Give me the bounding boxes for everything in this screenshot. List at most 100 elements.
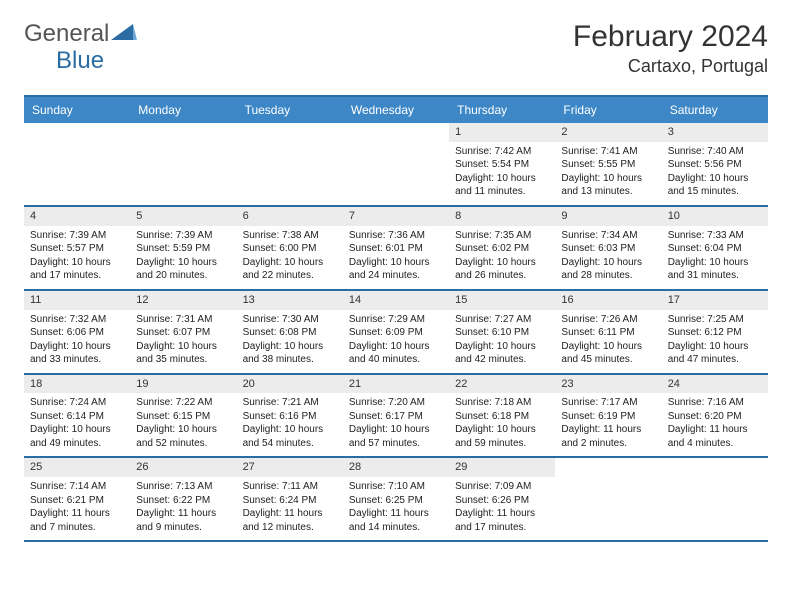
day-body: Sunrise: 7:35 AMSunset: 6:02 PMDaylight:… — [449, 226, 555, 289]
sunset-text: Sunset: 6:04 PM — [668, 242, 762, 256]
sunset-text: Sunset: 6:10 PM — [455, 326, 549, 340]
day-cell: 7Sunrise: 7:36 AMSunset: 6:01 PMDaylight… — [343, 206, 449, 290]
day-number: 7 — [343, 207, 449, 226]
daylight-text: Daylight: 10 hours and 54 minutes. — [243, 423, 337, 450]
sunrise-text: Sunrise: 7:13 AM — [136, 480, 230, 494]
day-cell: 24Sunrise: 7:16 AMSunset: 6:20 PMDayligh… — [662, 374, 768, 458]
sunset-text: Sunset: 5:54 PM — [455, 158, 549, 172]
day-number: 12 — [130, 291, 236, 310]
day-body: Sunrise: 7:18 AMSunset: 6:18 PMDaylight:… — [449, 393, 555, 456]
weekday-friday: Friday — [555, 96, 661, 123]
sunrise-text: Sunrise: 7:11 AM — [243, 480, 337, 494]
sunset-text: Sunset: 6:00 PM — [243, 242, 337, 256]
day-cell — [343, 123, 449, 206]
logo-triangle-icon — [111, 22, 137, 47]
sunset-text: Sunset: 6:14 PM — [30, 410, 124, 424]
daylight-text: Daylight: 10 hours and 20 minutes. — [136, 256, 230, 283]
week-row: 11Sunrise: 7:32 AMSunset: 6:06 PMDayligh… — [24, 290, 768, 374]
empty-day-number — [343, 123, 449, 139]
day-number: 16 — [555, 291, 661, 310]
sunset-text: Sunset: 6:19 PM — [561, 410, 655, 424]
sunrise-text: Sunrise: 7:32 AM — [30, 313, 124, 327]
week-row: 1Sunrise: 7:42 AMSunset: 5:54 PMDaylight… — [24, 123, 768, 206]
day-cell: 11Sunrise: 7:32 AMSunset: 6:06 PMDayligh… — [24, 290, 130, 374]
day-number: 5 — [130, 207, 236, 226]
week-row: 4Sunrise: 7:39 AMSunset: 5:57 PMDaylight… — [24, 206, 768, 290]
day-number: 1 — [449, 123, 555, 142]
calendar-table: Sunday Monday Tuesday Wednesday Thursday… — [24, 95, 768, 542]
day-number: 18 — [24, 375, 130, 394]
day-cell: 29Sunrise: 7:09 AMSunset: 6:26 PMDayligh… — [449, 457, 555, 541]
day-body: Sunrise: 7:29 AMSunset: 6:09 PMDaylight:… — [343, 310, 449, 373]
sunset-text: Sunset: 6:03 PM — [561, 242, 655, 256]
sunset-text: Sunset: 6:25 PM — [349, 494, 443, 508]
day-body: Sunrise: 7:40 AMSunset: 5:56 PMDaylight:… — [662, 142, 768, 205]
day-cell: 25Sunrise: 7:14 AMSunset: 6:21 PMDayligh… — [24, 457, 130, 541]
day-cell: 20Sunrise: 7:21 AMSunset: 6:16 PMDayligh… — [237, 374, 343, 458]
day-cell: 3Sunrise: 7:40 AMSunset: 5:56 PMDaylight… — [662, 123, 768, 206]
day-body: Sunrise: 7:38 AMSunset: 6:00 PMDaylight:… — [237, 226, 343, 289]
sunset-text: Sunset: 6:21 PM — [30, 494, 124, 508]
daylight-text: Daylight: 10 hours and 59 minutes. — [455, 423, 549, 450]
sunset-text: Sunset: 5:56 PM — [668, 158, 762, 172]
day-cell: 12Sunrise: 7:31 AMSunset: 6:07 PMDayligh… — [130, 290, 236, 374]
sunrise-text: Sunrise: 7:30 AM — [243, 313, 337, 327]
logo: General — [24, 20, 139, 48]
day-body: Sunrise: 7:31 AMSunset: 6:07 PMDaylight:… — [130, 310, 236, 373]
sunrise-text: Sunrise: 7:25 AM — [668, 313, 762, 327]
sunrise-text: Sunrise: 7:21 AM — [243, 396, 337, 410]
daylight-text: Daylight: 10 hours and 26 minutes. — [455, 256, 549, 283]
daylight-text: Daylight: 10 hours and 28 minutes. — [561, 256, 655, 283]
weekday-monday: Monday — [130, 96, 236, 123]
sunrise-text: Sunrise: 7:17 AM — [561, 396, 655, 410]
day-body: Sunrise: 7:34 AMSunset: 6:03 PMDaylight:… — [555, 226, 661, 289]
sunrise-text: Sunrise: 7:33 AM — [668, 229, 762, 243]
day-body: Sunrise: 7:36 AMSunset: 6:01 PMDaylight:… — [343, 226, 449, 289]
empty-day-body — [343, 139, 449, 197]
sunset-text: Sunset: 5:57 PM — [30, 242, 124, 256]
day-body: Sunrise: 7:17 AMSunset: 6:19 PMDaylight:… — [555, 393, 661, 456]
day-number: 19 — [130, 375, 236, 394]
day-body: Sunrise: 7:39 AMSunset: 5:59 PMDaylight:… — [130, 226, 236, 289]
daylight-text: Daylight: 10 hours and 49 minutes. — [30, 423, 124, 450]
day-body: Sunrise: 7:24 AMSunset: 6:14 PMDaylight:… — [24, 393, 130, 456]
day-cell: 8Sunrise: 7:35 AMSunset: 6:02 PMDaylight… — [449, 206, 555, 290]
sunrise-text: Sunrise: 7:34 AM — [561, 229, 655, 243]
day-cell — [24, 123, 130, 206]
day-cell — [662, 457, 768, 541]
day-body: Sunrise: 7:26 AMSunset: 6:11 PMDaylight:… — [555, 310, 661, 373]
month-title: February 2024 — [573, 20, 768, 54]
day-body: Sunrise: 7:16 AMSunset: 6:20 PMDaylight:… — [662, 393, 768, 456]
day-cell: 18Sunrise: 7:24 AMSunset: 6:14 PMDayligh… — [24, 374, 130, 458]
sunset-text: Sunset: 6:26 PM — [455, 494, 549, 508]
sunrise-text: Sunrise: 7:39 AM — [30, 229, 124, 243]
daylight-text: Daylight: 10 hours and 15 minutes. — [668, 172, 762, 199]
calendar-page: General February 2024 Cartaxo, Portugal … — [0, 0, 792, 562]
day-number: 15 — [449, 291, 555, 310]
day-body: Sunrise: 7:11 AMSunset: 6:24 PMDaylight:… — [237, 477, 343, 540]
day-body: Sunrise: 7:27 AMSunset: 6:10 PMDaylight:… — [449, 310, 555, 373]
day-cell — [555, 457, 661, 541]
day-cell: 19Sunrise: 7:22 AMSunset: 6:15 PMDayligh… — [130, 374, 236, 458]
daylight-text: Daylight: 10 hours and 52 minutes. — [136, 423, 230, 450]
day-cell — [237, 123, 343, 206]
day-body: Sunrise: 7:09 AMSunset: 6:26 PMDaylight:… — [449, 477, 555, 540]
day-number: 27 — [237, 458, 343, 477]
day-body: Sunrise: 7:30 AMSunset: 6:08 PMDaylight:… — [237, 310, 343, 373]
day-cell: 9Sunrise: 7:34 AMSunset: 6:03 PMDaylight… — [555, 206, 661, 290]
day-body: Sunrise: 7:32 AMSunset: 6:06 PMDaylight:… — [24, 310, 130, 373]
day-number: 3 — [662, 123, 768, 142]
sunset-text: Sunset: 6:24 PM — [243, 494, 337, 508]
day-body: Sunrise: 7:22 AMSunset: 6:15 PMDaylight:… — [130, 393, 236, 456]
daylight-text: Daylight: 10 hours and 33 minutes. — [30, 340, 124, 367]
daylight-text: Daylight: 11 hours and 2 minutes. — [561, 423, 655, 450]
weekday-wednesday: Wednesday — [343, 96, 449, 123]
day-body: Sunrise: 7:25 AMSunset: 6:12 PMDaylight:… — [662, 310, 768, 373]
day-cell: 5Sunrise: 7:39 AMSunset: 5:59 PMDaylight… — [130, 206, 236, 290]
day-cell: 6Sunrise: 7:38 AMSunset: 6:00 PMDaylight… — [237, 206, 343, 290]
empty-day-body — [555, 474, 661, 532]
day-number: 20 — [237, 375, 343, 394]
daylight-text: Daylight: 11 hours and 7 minutes. — [30, 507, 124, 534]
day-number: 25 — [24, 458, 130, 477]
sunset-text: Sunset: 6:17 PM — [349, 410, 443, 424]
